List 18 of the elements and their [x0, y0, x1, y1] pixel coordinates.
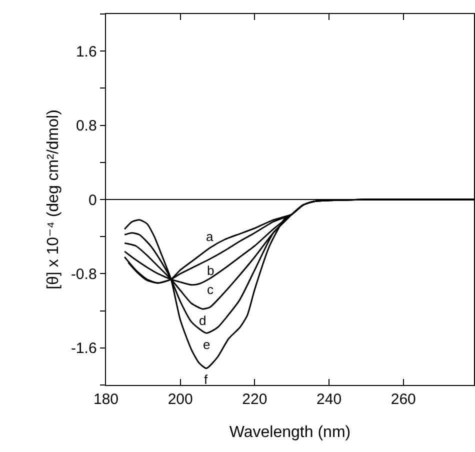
y-tick-label: 1.6 [76, 43, 97, 60]
y-tick-label: -1.6 [70, 340, 97, 358]
y-tick-label: -0.8 [70, 266, 97, 283]
annotation: c [207, 282, 214, 297]
x-tick-label: 260 [390, 391, 416, 408]
y-tick-label: 0 [88, 192, 97, 209]
annotation: b [207, 263, 214, 278]
y-axis-title: [θ] x 10⁻⁴ (deg cm²/dmol) [44, 110, 62, 290]
annotation: e [203, 337, 210, 352]
y-tick-label: 0.8 [76, 118, 97, 135]
annotation: a [206, 229, 214, 244]
x-tick-label: 240 [316, 391, 342, 408]
x-axis-title: Wavelength (nm) [229, 424, 351, 441]
x-tick-label: 200 [168, 391, 193, 408]
annotation: d [199, 313, 206, 328]
x-tick-label: 180 [93, 391, 119, 408]
x-tick-label: 220 [242, 391, 268, 408]
annotation: f [204, 372, 208, 387]
